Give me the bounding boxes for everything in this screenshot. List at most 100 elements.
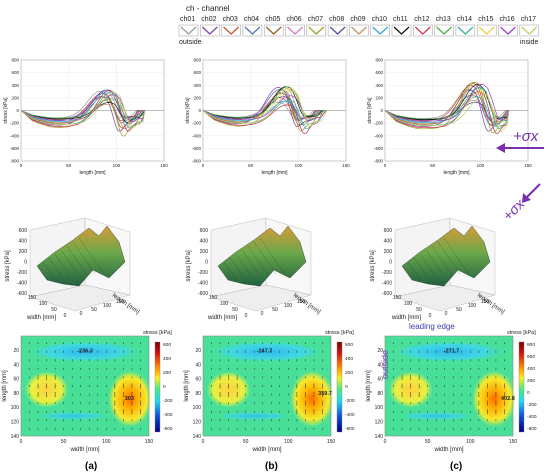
cool-band: [36, 412, 109, 420]
series-line-ch05: [20, 96, 145, 129]
width-tick-label: 150: [209, 295, 218, 301]
x-tick-label: 100: [284, 439, 293, 445]
surface-mesh-line: [42, 261, 56, 280]
colorbar-tick-label: 0: [163, 384, 166, 390]
y-tick-label: 40: [13, 362, 19, 368]
width-tick-label: 0: [64, 313, 67, 319]
y-tick-label: 0: [16, 108, 19, 113]
sigma-arrow-diagonal: +σx: [499, 183, 541, 224]
y-tick-label: 120: [11, 420, 20, 426]
legend-label-ch02: ch02: [201, 16, 216, 23]
y-tick-label: 60: [195, 377, 201, 383]
y-axis-label: stress [kPa]: [185, 97, 191, 124]
legend-label-ch01: ch01: [180, 16, 195, 23]
legend-label-ch13: ch13: [436, 16, 451, 23]
legend-box-ch16: [498, 24, 518, 37]
colorbar-tick-label: 200: [163, 370, 171, 376]
y-tick-label: 140: [11, 434, 20, 440]
surface-floor: [210, 284, 312, 312]
length-tick-label: 150: [116, 299, 125, 305]
legend-swatch-ch15: [478, 26, 495, 35]
y-tick-label: 60: [377, 377, 383, 383]
x-tick-label: 50: [425, 439, 431, 445]
z-tick-label: 400: [19, 239, 28, 245]
y-axis-label: stress [kPa]: [3, 97, 9, 124]
z-tick-label: -200: [382, 270, 392, 276]
length-tick-label: 0: [261, 311, 264, 317]
warm-region: [388, 371, 433, 408]
z-axis-label: stress [kPa]: [5, 250, 11, 282]
series-line-ch17: [202, 90, 328, 127]
line-charts-row: -800 -600 -400 -200 0 200 400 600 800 0 50 100 150 le…: [3, 58, 532, 176]
x-tick-label: 50: [66, 163, 72, 168]
colorbar-tick-label: -600: [163, 426, 173, 432]
y-tick-label: 140: [375, 434, 384, 440]
x-tick-label: 50: [430, 163, 436, 168]
z-tick-label: 0: [389, 260, 392, 266]
z-tick-label: 600: [384, 228, 393, 234]
surface-mesh-line: [66, 245, 88, 276]
z-tick-label: -200: [17, 270, 27, 276]
width-tick-label: 100: [404, 301, 413, 307]
surface-mesh-line: [48, 257, 64, 279]
legend-box-ch10: [370, 24, 390, 37]
z-tick-label: 0: [24, 260, 27, 266]
y-tick-label: -400: [192, 133, 202, 138]
length-tick-label: 100: [468, 303, 477, 309]
y-tick-label: 200: [11, 95, 19, 100]
series-line-ch16: [202, 95, 328, 122]
colorbar: [518, 341, 525, 433]
sigma-diag-arrow-head-icon: [522, 193, 531, 203]
legend-box-ch03: [221, 24, 241, 37]
legend-swatch-ch06: [287, 26, 303, 35]
z-tick-label: -600: [382, 291, 392, 297]
y-tick-label: -600: [374, 146, 384, 151]
x-tick-label: 150: [524, 163, 532, 168]
warm-region: [24, 371, 69, 408]
line-chart-a: -800 -600 -400 -200 0 200 400 600 800 0 50 100 150 le…: [3, 58, 168, 176]
colorbar-tick-label: 400: [163, 356, 171, 362]
series-line-ch12: [202, 104, 327, 135]
legend-box-ch06: [285, 24, 305, 37]
y-axis-label: stress [kPa]: [367, 97, 373, 124]
y-tick-label: 100: [11, 405, 20, 411]
surface-mesh: [36, 225, 126, 287]
series-line-ch13: [20, 98, 146, 121]
z-tick-label: -200: [198, 270, 208, 276]
surface-mesh-line: [413, 257, 429, 279]
colorbar-label: stress [kPa]: [507, 330, 536, 336]
legend-box-ch01: [178, 24, 199, 37]
width-tick-label: 0: [429, 313, 432, 319]
series-line-ch12: [384, 91, 510, 134]
y-tick-label: 800: [375, 58, 383, 63]
cool-band: [400, 412, 473, 420]
legend-label-ch03: ch03: [223, 16, 238, 23]
series-line-ch03: [20, 93, 145, 121]
z-tick-label: 200: [200, 249, 209, 255]
value-annotation: 359.7: [318, 391, 332, 397]
legend-swatch-ch13: [436, 26, 453, 35]
length-tick-label: 100: [103, 303, 112, 309]
z-tick-label: 600: [200, 228, 209, 234]
y-tick-label: 200: [375, 95, 383, 100]
z-tick-label: 400: [384, 239, 393, 245]
width-tick-label: 100: [39, 301, 48, 307]
x-axis-label: length [mm]: [79, 170, 106, 176]
y-tick-label: 40: [377, 362, 383, 368]
surface-mesh-line: [223, 261, 237, 280]
series-line-ch17: [384, 96, 510, 133]
x-tick-label: 0: [20, 439, 23, 445]
y-tick-label: 600: [193, 70, 201, 75]
series-line-ch12: [20, 90, 146, 132]
y-tick-label: 60: [13, 377, 19, 383]
hot-region: [472, 370, 516, 427]
leading-edge-label: leading edge: [409, 322, 455, 331]
z-tick-label: 0: [205, 260, 208, 266]
series-line-ch13: [202, 86, 327, 118]
z-tick-label: -600: [198, 291, 208, 297]
cold-region: [31, 341, 139, 362]
